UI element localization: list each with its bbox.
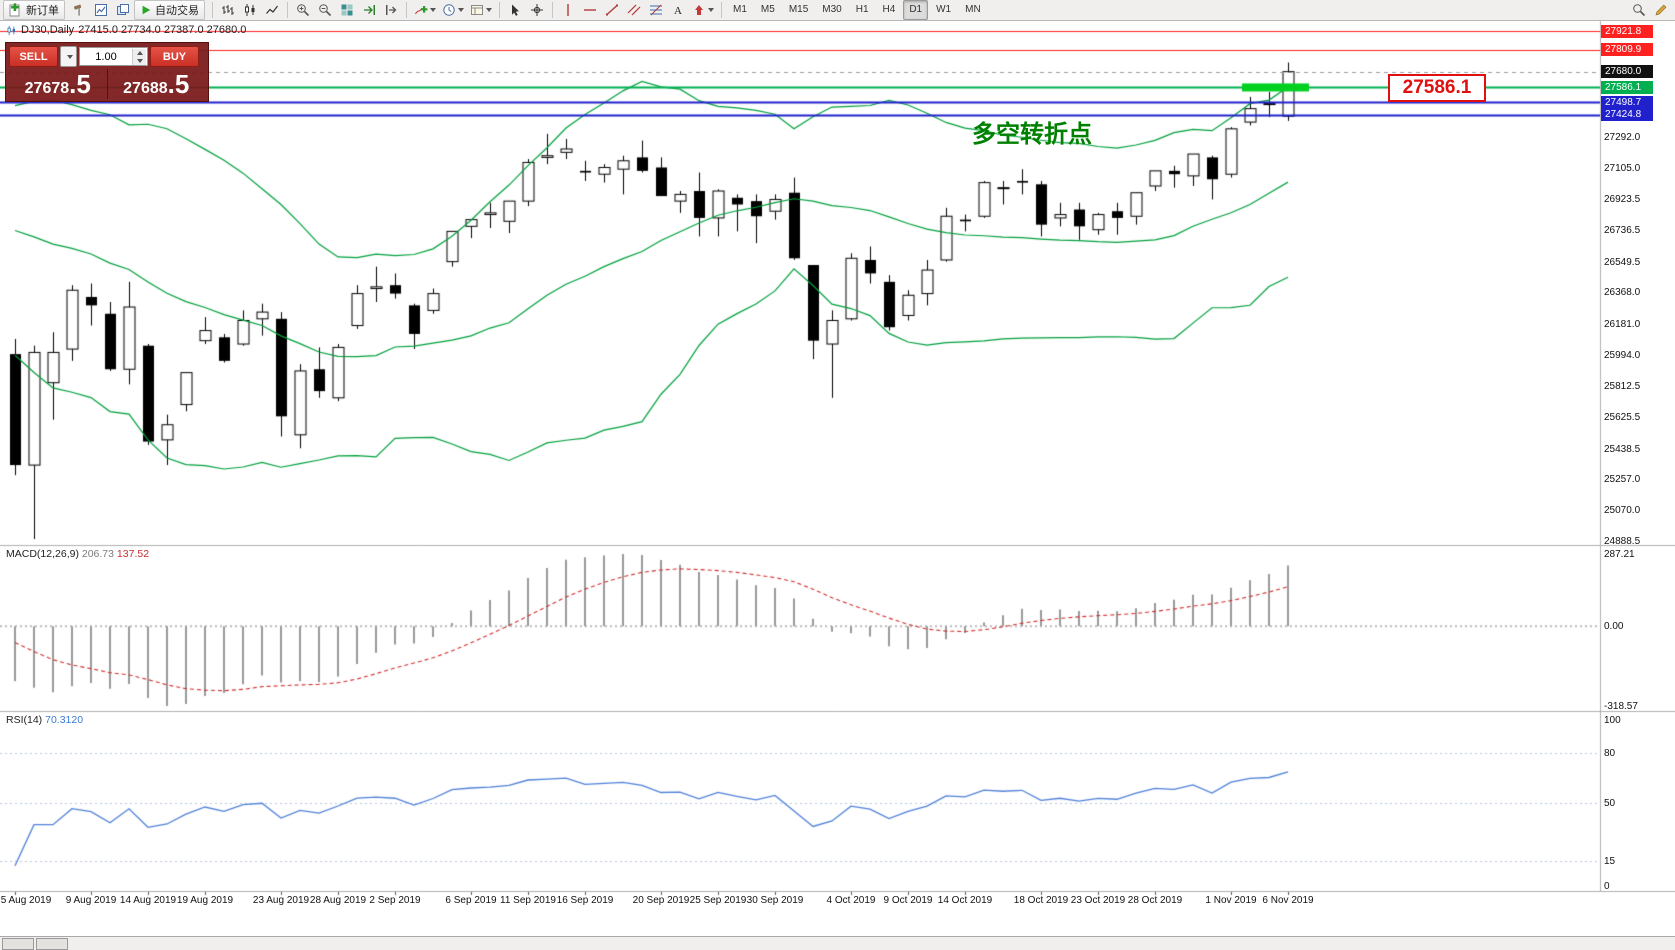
crosshair-icon[interactable] bbox=[527, 1, 547, 19]
volume-increase-button[interactable] bbox=[133, 48, 146, 57]
sell-price[interactable]: 27678.5 bbox=[24, 69, 91, 99]
macd-main-value: 206.73 bbox=[81, 548, 114, 560]
new-chart-icon[interactable] bbox=[91, 1, 111, 19]
timeframe-m30-button[interactable]: M30 bbox=[822, 4, 842, 15]
rsi-name: RSI(14) bbox=[6, 714, 43, 726]
chart-tab[interactable] bbox=[2, 937, 34, 950]
macd-indicator-label: MACD(12,26,9) 206.73 137.52 bbox=[6, 548, 149, 560]
volume-input[interactable] bbox=[80, 48, 132, 65]
timeframe-d1-button[interactable]: D1 bbox=[903, 0, 929, 20]
timeframe-m15-button[interactable]: M15 bbox=[788, 4, 809, 15]
fibonacci-icon[interactable] bbox=[646, 1, 666, 19]
chevron-down-icon bbox=[66, 54, 73, 59]
line-chart-icon[interactable] bbox=[262, 1, 282, 19]
equidistant-channel-icon[interactable] bbox=[624, 1, 644, 19]
timeframe-mn-button[interactable]: MN bbox=[965, 4, 981, 15]
pencil-icon[interactable] bbox=[1651, 1, 1671, 19]
chart-annotation-text: 多空转折点 bbox=[972, 121, 1092, 148]
toolbar-separator bbox=[287, 2, 288, 18]
toolbar-separator bbox=[721, 2, 722, 18]
price-callout-box[interactable]: 27586.1 bbox=[1388, 74, 1486, 102]
search-icon[interactable] bbox=[1629, 1, 1649, 19]
chart-title-bar: DJ30,Daily 27415.0 27734.0 27387.0 27680… bbox=[6, 24, 246, 36]
new-order-button[interactable]: 新订单 bbox=[3, 0, 65, 20]
candlestick-chart-icon[interactable] bbox=[240, 1, 260, 19]
tile-windows-icon[interactable] bbox=[337, 1, 357, 19]
zoom-out-icon[interactable] bbox=[315, 1, 335, 19]
svg-text:A: A bbox=[674, 5, 682, 17]
horizontal-line-icon[interactable] bbox=[580, 1, 600, 19]
toolbar-separator bbox=[212, 2, 213, 18]
auto-trading-label: 自动交易 bbox=[155, 5, 199, 17]
toolbar-separator bbox=[552, 2, 553, 18]
bar-chart-icon[interactable] bbox=[218, 1, 238, 19]
vertical-line-icon[interactable] bbox=[558, 1, 578, 19]
indicators-icon[interactable] bbox=[412, 1, 438, 19]
timeframe-m1-button[interactable]: M1 bbox=[733, 4, 747, 15]
rsi-indicator-label: RSI(14) 70.3120 bbox=[6, 714, 83, 726]
buy-price[interactable]: 27688.5 bbox=[123, 69, 190, 99]
auto-scroll-icon[interactable] bbox=[359, 1, 379, 19]
zoom-in-icon[interactable] bbox=[293, 1, 313, 19]
hammer-icon[interactable] bbox=[69, 1, 89, 19]
cursor-icon[interactable] bbox=[505, 1, 525, 19]
chart-title-icon bbox=[6, 25, 17, 36]
timeframe-h1-button[interactable]: H1 bbox=[855, 4, 869, 15]
profiles-icon[interactable] bbox=[113, 1, 133, 19]
volume-spinner bbox=[132, 48, 146, 65]
chart-tab[interactable] bbox=[36, 937, 68, 950]
trendline-icon[interactable] bbox=[602, 1, 622, 19]
periods-icon[interactable] bbox=[440, 1, 466, 19]
templates-icon[interactable] bbox=[468, 1, 494, 19]
new-order-label: 新订单 bbox=[26, 5, 59, 17]
toolbar-separator bbox=[406, 2, 407, 18]
sell-button[interactable]: SELL bbox=[9, 46, 58, 67]
volume-decrease-button[interactable] bbox=[133, 56, 146, 65]
timeframe-h4-button[interactable]: H4 bbox=[882, 4, 896, 15]
arrows-tool-icon[interactable] bbox=[690, 1, 716, 19]
toolbar: 新订单 自动交易 A M1 M5 M15 M30 H1 H bbox=[0, 0, 1675, 21]
text-label-icon[interactable]: A bbox=[668, 1, 688, 19]
price-divider bbox=[106, 69, 108, 99]
macd-signal-value: 137.52 bbox=[116, 548, 150, 560]
rsi-value: 70.3120 bbox=[45, 714, 84, 726]
chart-tabs-bar bbox=[0, 936, 1675, 950]
new-order-icon bbox=[9, 3, 23, 17]
auto-trading-button[interactable]: 自动交易 bbox=[134, 0, 205, 20]
timeframe-w1-button[interactable]: W1 bbox=[936, 4, 952, 15]
auto-trading-icon bbox=[140, 4, 152, 16]
timeframe-group: M1 M5 M15 M30 H1 H4 D1 W1 MN bbox=[726, 0, 988, 20]
one-click-trading-panel: SELL BUY 27678.5 27688.5 bbox=[5, 42, 209, 102]
chart-shift-icon[interactable] bbox=[381, 1, 401, 19]
timeframe-m5-button[interactable]: M5 bbox=[760, 4, 775, 15]
chart-ohlc-values: 27415.0 27734.0 27387.0 27680.0 bbox=[78, 24, 247, 36]
order-type-dropdown[interactable] bbox=[60, 46, 77, 67]
volume-field bbox=[79, 47, 148, 66]
macd-name: MACD(12,26,9) bbox=[6, 548, 79, 560]
buy-button[interactable]: BUY bbox=[150, 46, 199, 67]
toolbar-separator bbox=[499, 2, 500, 18]
chart-symbol-title: DJ30,Daily bbox=[21, 24, 75, 36]
